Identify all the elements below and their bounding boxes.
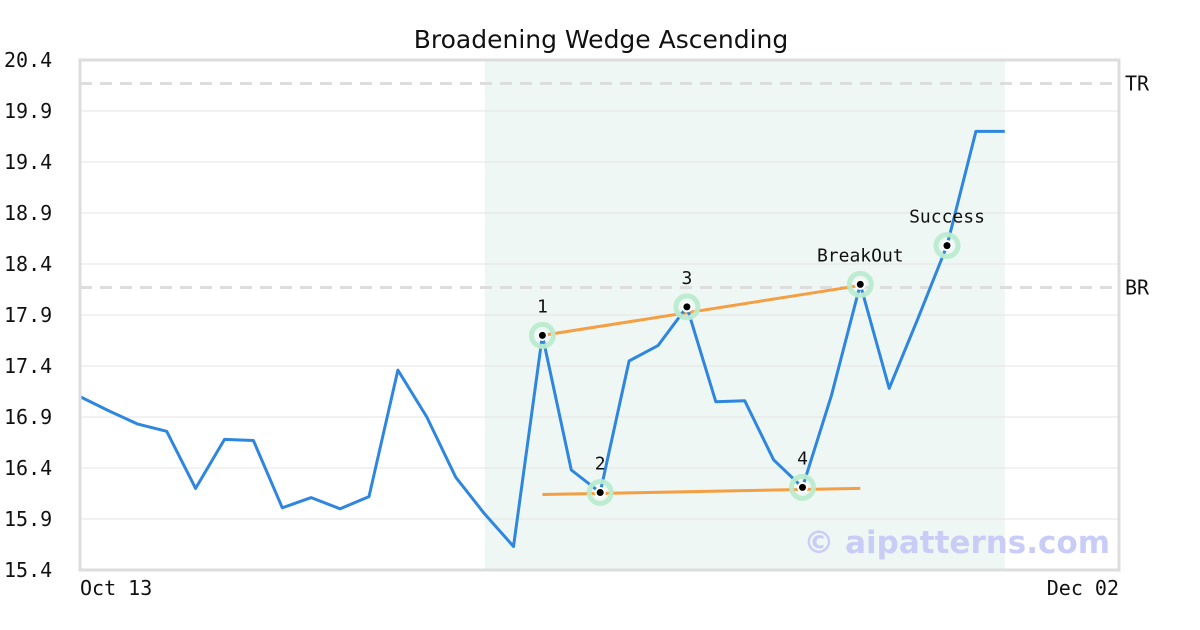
pattern-point-label: 4 (797, 448, 808, 469)
y-tick-label: 16.9 (4, 405, 52, 429)
y-tick-label: 19.4 (4, 150, 52, 174)
chart-title: Broadening Wedge Ascending (414, 25, 789, 54)
pattern-point-label: 1 (537, 296, 548, 317)
pattern-point-marker-ring (933, 232, 961, 260)
pattern-point-marker-dot (538, 331, 546, 339)
axis-labels-layer: 20.4 19.9 19.4 18.9 18.4 17.9 17.4 16.9 16.4 15.9… (4, 48, 1119, 600)
pattern-point-marker-dot (596, 488, 604, 496)
pattern-point-label: BreakOut (817, 245, 904, 266)
pattern-point-label: 2 (595, 453, 606, 474)
pattern-point-label: Success (909, 207, 985, 228)
watermark-text: © aipatterns.com (803, 525, 1110, 561)
y-tick-label: 20.4 (4, 48, 52, 72)
plot-frame-layer (78, 58, 1121, 572)
y-tick-label: 18.4 (4, 252, 52, 276)
y-tick-label: 15.9 (4, 507, 52, 531)
pattern-point-marker-dot (683, 303, 691, 311)
y-tick-label: 17.4 (4, 354, 52, 378)
level-label-br: BR (1125, 275, 1150, 299)
level-label-tr: TR (1125, 71, 1150, 95)
pattern-point-marker-ring (586, 478, 614, 506)
x-tick-label: Dec 02 (1047, 576, 1119, 600)
watermark-layer: © aipatterns.com (803, 525, 1110, 561)
pattern-point-label: 3 (681, 268, 692, 289)
pattern-point-marker-ring (673, 293, 701, 321)
y-tick-label: 19.9 (4, 99, 52, 123)
plot-frame (78, 58, 1121, 572)
trendline (542, 283, 861, 337)
y-tick-label: 15.4 (4, 558, 52, 582)
y-tick-label: 18.9 (4, 201, 52, 225)
y-tick-label: 16.4 (4, 456, 52, 480)
pattern-point-marker-ring (846, 270, 874, 298)
y-tick-label: 17.9 (4, 303, 52, 327)
pattern-point-marker-dot (856, 280, 864, 288)
pattern-point-marker-ring (789, 473, 816, 501)
pattern-point-marker-dot (943, 242, 951, 250)
pattern-point-marker-ring (528, 321, 556, 349)
level-lines-layer: TR BR (80, 71, 1150, 299)
x-tick-label: Oct 13 (80, 576, 152, 600)
pattern-point-marker-dot (799, 483, 806, 491)
